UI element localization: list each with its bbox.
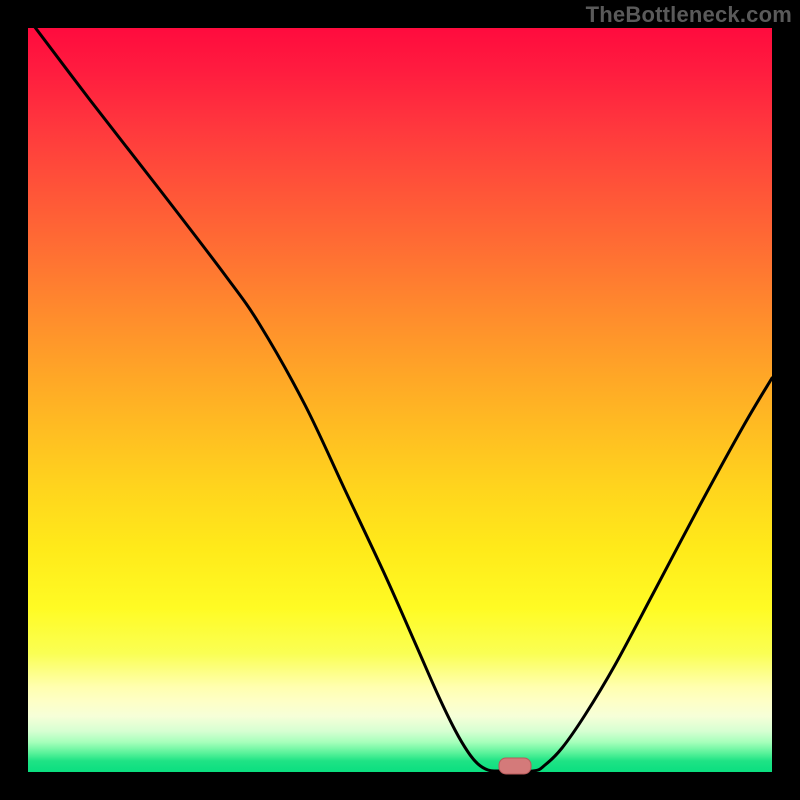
chart-container: TheBottleneck.com	[0, 0, 800, 800]
optimal-point-marker	[499, 758, 531, 774]
watermark-text: TheBottleneck.com	[586, 2, 792, 28]
plot-gradient-area	[28, 28, 772, 772]
bottleneck-chart	[0, 0, 800, 800]
